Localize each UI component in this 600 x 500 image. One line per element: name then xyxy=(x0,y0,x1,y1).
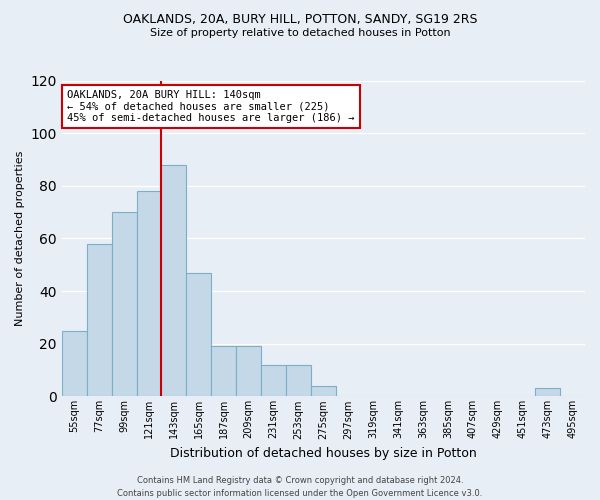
Bar xyxy=(261,365,286,396)
Text: Size of property relative to detached houses in Potton: Size of property relative to detached ho… xyxy=(149,28,451,38)
Y-axis label: Number of detached properties: Number of detached properties xyxy=(15,151,25,326)
X-axis label: Distribution of detached houses by size in Potton: Distribution of detached houses by size … xyxy=(170,447,477,460)
Bar xyxy=(112,212,137,396)
Bar xyxy=(211,346,236,397)
Text: Contains HM Land Registry data © Crown copyright and database right 2024.
Contai: Contains HM Land Registry data © Crown c… xyxy=(118,476,482,498)
Bar xyxy=(137,191,161,396)
Bar xyxy=(286,365,311,396)
Bar xyxy=(187,272,211,396)
Bar xyxy=(535,388,560,396)
Bar xyxy=(87,244,112,396)
Bar xyxy=(236,346,261,397)
Bar xyxy=(62,330,87,396)
Text: OAKLANDS, 20A, BURY HILL, POTTON, SANDY, SG19 2RS: OAKLANDS, 20A, BURY HILL, POTTON, SANDY,… xyxy=(123,12,477,26)
Text: OAKLANDS, 20A BURY HILL: 140sqm
← 54% of detached houses are smaller (225)
45% o: OAKLANDS, 20A BURY HILL: 140sqm ← 54% of… xyxy=(67,90,355,123)
Bar xyxy=(311,386,336,396)
Bar xyxy=(161,164,187,396)
